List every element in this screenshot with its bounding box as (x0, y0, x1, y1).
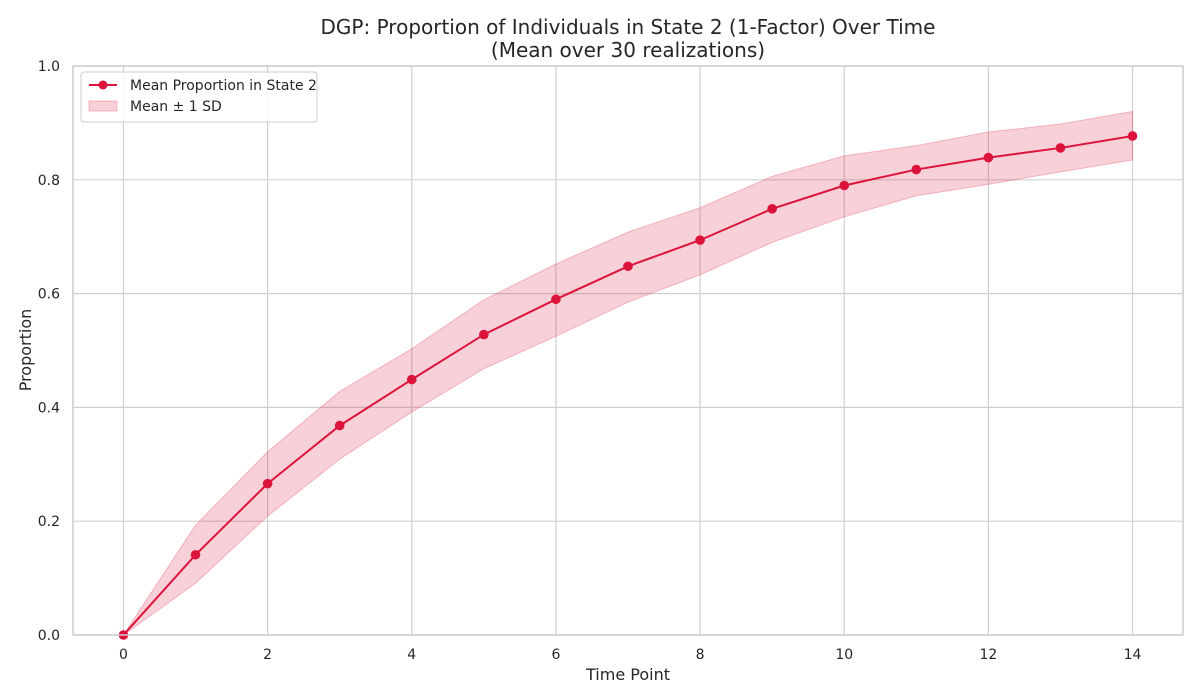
data-point (911, 164, 922, 175)
data-point (334, 420, 345, 431)
data-point (262, 478, 273, 489)
data-point (551, 294, 561, 305)
x-tick-label: 0 (119, 647, 128, 663)
y-tick-label: 0.0 (38, 628, 60, 644)
x-tick-label: 14 (1124, 647, 1142, 663)
data-point (767, 204, 777, 214)
x-tick-label: 2 (263, 647, 272, 663)
x-tick-label: 6 (551, 647, 560, 663)
legend-label-band: Mean ± 1 SD (130, 99, 222, 115)
y-tick-label: 0.4 (38, 400, 60, 416)
plot-background (73, 66, 1183, 635)
legend: Mean Proportion in State 2 Mean ± 1 SD (80, 71, 318, 123)
x-tick-label: 8 (696, 647, 705, 663)
y-tick-label: 0.8 (38, 173, 60, 189)
data-point (1127, 131, 1138, 141)
y-tick-label: 0.2 (38, 514, 60, 530)
chart-title-line-2: (Mean over 30 realizations) (491, 38, 765, 62)
axes: 0 2 4 6 8 10 12 14 0.0 0.2 0.4 0.6 0.8 1.0 (38, 59, 1184, 663)
y-tick-label: 0.6 (38, 287, 60, 303)
x-tick-label: 12 (979, 647, 997, 663)
data-point (983, 152, 994, 163)
legend-frame (80, 71, 318, 123)
chart-title-line-1: DGP: Proportion of Individuals in State … (321, 15, 936, 39)
legend-marker-swatch (98, 80, 108, 90)
y-tick-label: 1.0 (38, 59, 60, 75)
legend-band-swatch (88, 100, 118, 112)
data-point (479, 329, 489, 340)
plot-frame (72, 65, 1184, 636)
x-tick-label: 10 (835, 647, 853, 663)
x-axis-label: Time Point (585, 665, 670, 684)
x-tick-label: 4 (407, 647, 416, 663)
data-point (623, 261, 633, 272)
data-point (190, 549, 201, 560)
data-point (695, 235, 705, 245)
legend-label-mean: Mean Proportion in State 2 (130, 78, 317, 94)
y-axis-label: Proportion (16, 309, 35, 392)
series-layer (118, 131, 1138, 640)
data-point (406, 374, 417, 385)
data-point (839, 180, 850, 191)
data-point (1055, 143, 1066, 153)
